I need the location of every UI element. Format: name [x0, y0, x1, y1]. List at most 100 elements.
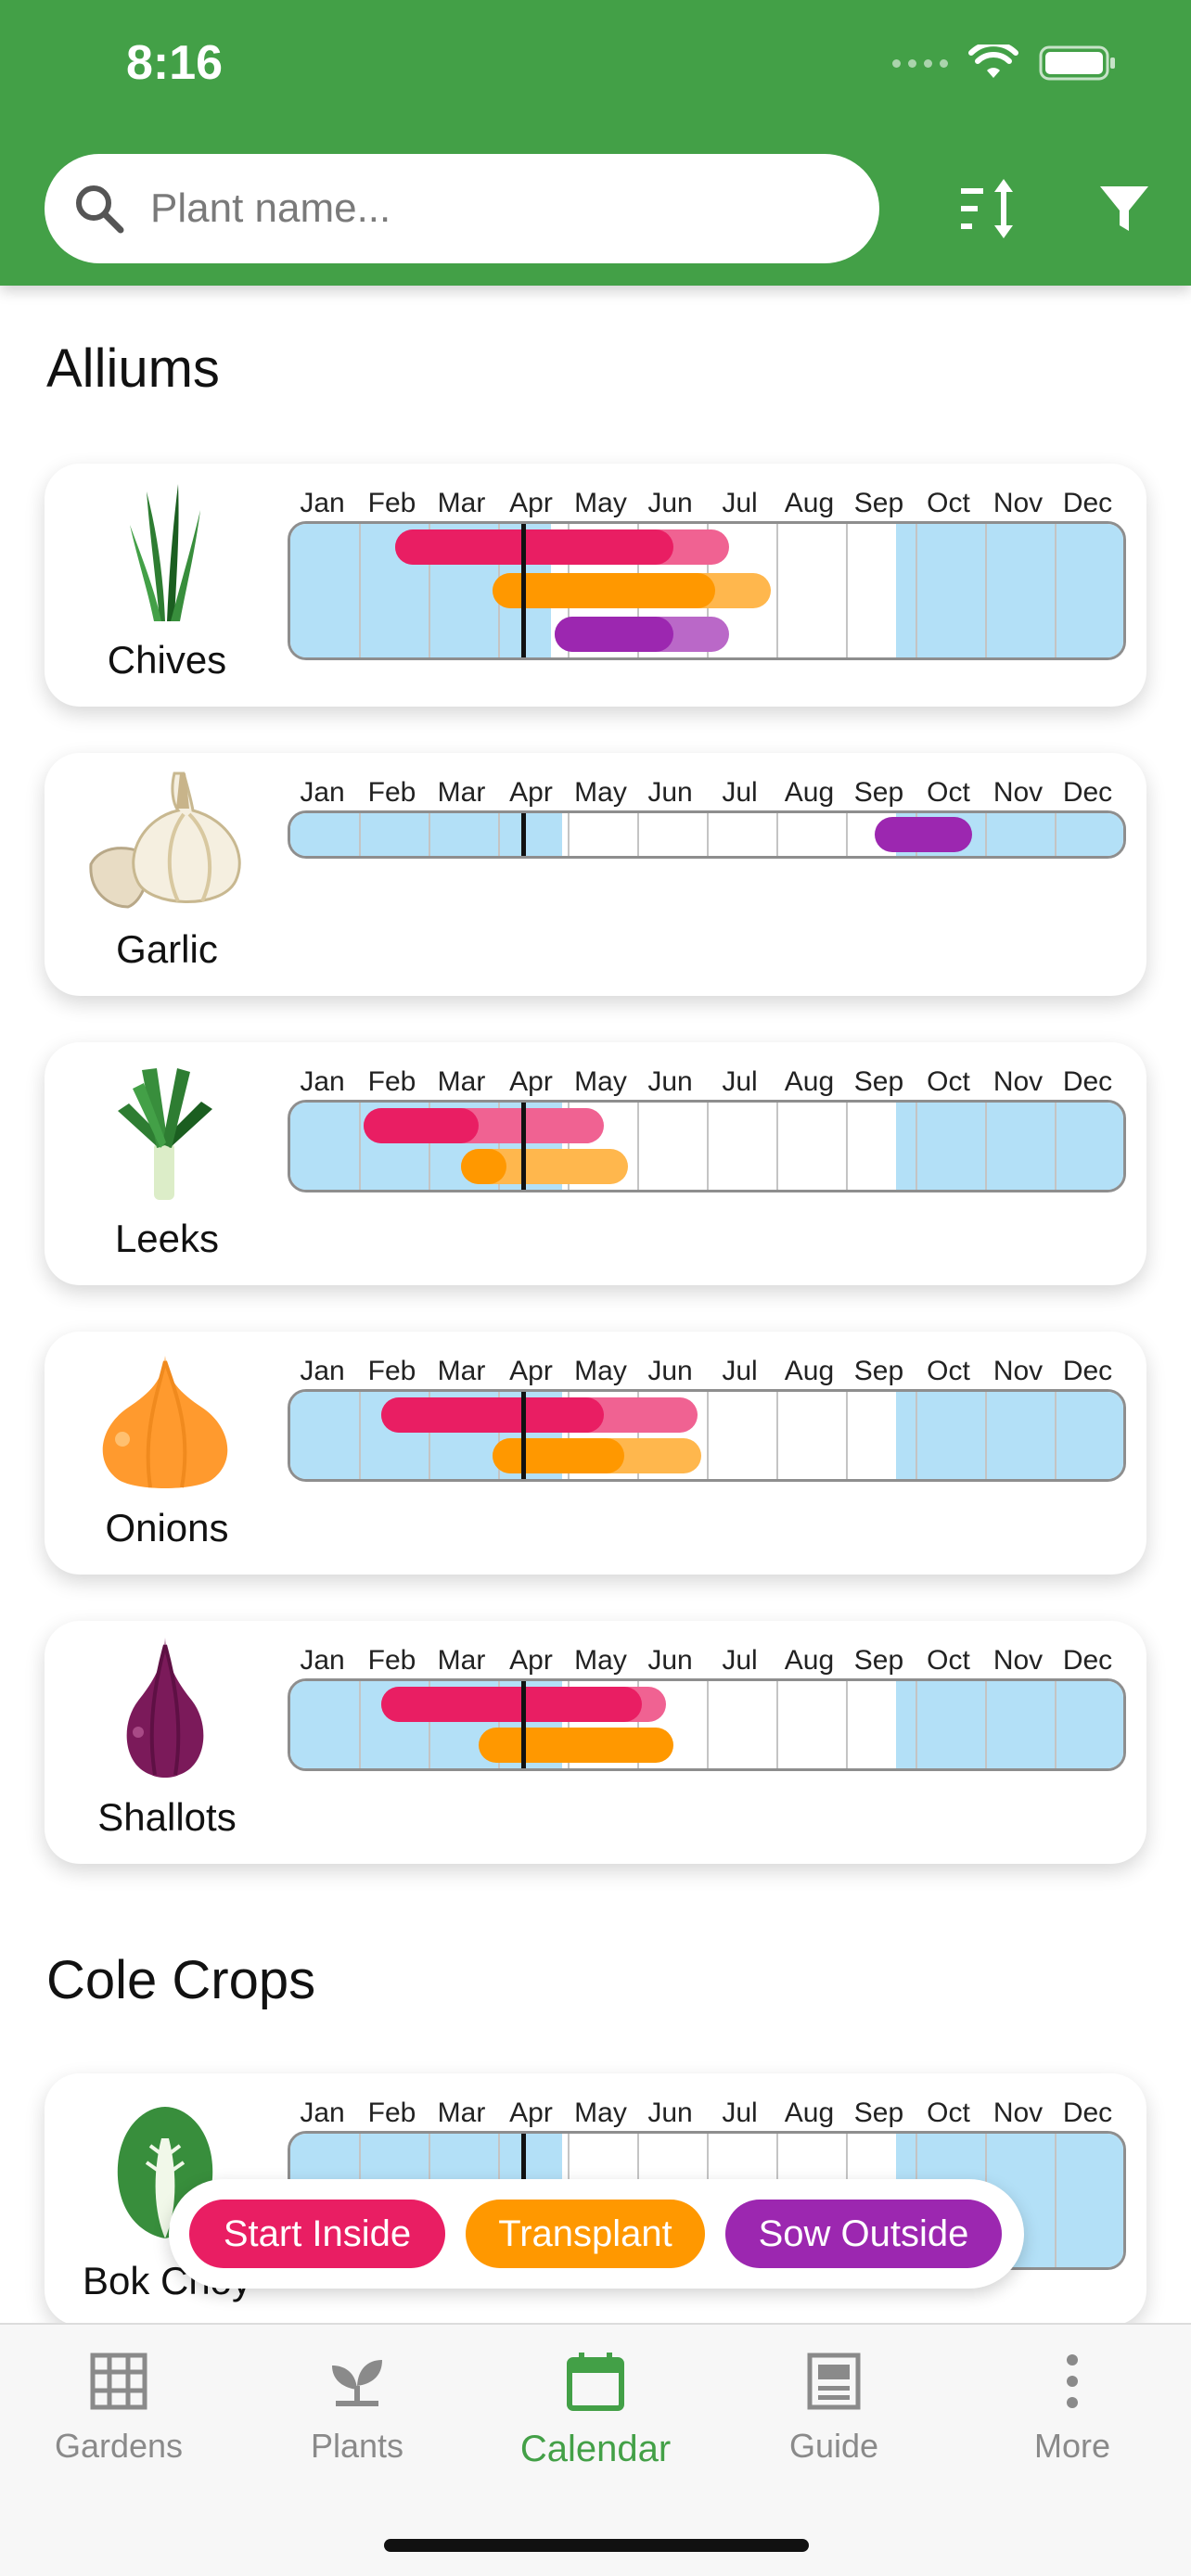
month-label: Jul [722, 777, 758, 808]
bar-start-inside [380, 1397, 604, 1433]
month-gridline [776, 1103, 778, 1190]
month-label: Sep [853, 2098, 904, 2128]
month-gridline [359, 1681, 361, 1768]
month-label: Feb [367, 1356, 416, 1386]
calendar-track[interactable] [288, 521, 1126, 660]
bar-start-inside [363, 1108, 479, 1143]
leeks-icon [82, 1063, 249, 1202]
shallot-icon [82, 1636, 249, 1780]
plant-card-shallots[interactable]: Shallots Jan Feb Mar Apr May Jun Jul Aug Sep Oct N… [45, 1621, 1146, 1864]
month-label: Feb [367, 777, 416, 808]
nav-gardens[interactable]: Gardens [0, 2353, 237, 2466]
month-label: Nov [992, 1066, 1044, 1097]
today-marker [521, 524, 527, 657]
month-label: Dec [1062, 1356, 1113, 1386]
status-icons [892, 45, 1117, 82]
calendar-list[interactable]: Alliums Chives Jan Feb Mar Apr May Jun Jul Aug S… [0, 286, 1191, 2323]
nav-label: Guide [788, 2427, 879, 2465]
onion-icon [82, 1352, 249, 1491]
month-label: Sep [853, 488, 904, 518]
calendar-icon [567, 2353, 624, 2411]
nav-label: More [1033, 2427, 1111, 2465]
month-gridline [568, 813, 570, 856]
legend-sow-outside[interactable]: Sow Outside [725, 2200, 1002, 2268]
month-header: Jan Feb Mar Apr May Jun Jul Aug Sep Oct Nov Dec [288, 777, 1122, 809]
bottom-nav: Gardens Plants Calendar Guide [0, 2323, 1191, 2576]
nav-calendar[interactable]: Calendar [477, 2353, 714, 2470]
month-gridline [916, 1103, 917, 1190]
month-label: Oct [927, 1066, 970, 1097]
month-header: Jan Feb Mar Apr May Jun Jul Aug Sep Oct Nov Dec [288, 488, 1122, 519]
month-gridline [846, 813, 848, 856]
month-gridline [707, 1103, 709, 1190]
month-gridline [707, 1392, 709, 1479]
month-label: Dec [1062, 1066, 1113, 1097]
plant-card-leeks[interactable]: Leeks Jan Feb Mar Apr May Jun Jul Aug Sep Oct Nov D… [45, 1042, 1146, 1285]
today-marker [521, 1103, 527, 1190]
grid-icon [90, 2353, 147, 2410]
month-gridline [985, 813, 987, 856]
calendar-track[interactable] [288, 1678, 1126, 1771]
month-label: Apr [509, 1645, 553, 1676]
calendar-track[interactable] [288, 1389, 1126, 1482]
month-gridline [985, 1392, 987, 1479]
signal-icon [892, 58, 948, 68]
chives-icon [82, 484, 249, 623]
month-gridline [637, 1681, 639, 1768]
month-label: Sep [853, 1356, 904, 1386]
month-label: Nov [992, 488, 1044, 518]
month-gridline [776, 813, 778, 856]
month-label: Jun [647, 2098, 693, 2128]
nav-more[interactable]: More [954, 2353, 1191, 2466]
season-shading [895, 1392, 1123, 1479]
month-label: Feb [367, 1066, 416, 1097]
nav-plants[interactable]: Plants [238, 2353, 476, 2466]
month-label: Apr [509, 2098, 553, 2128]
month-label: Oct [927, 488, 970, 518]
month-label: Apr [509, 1356, 553, 1386]
sort-button[interactable] [953, 172, 1027, 246]
season-shading [290, 813, 562, 856]
month-label: Aug [784, 1356, 835, 1386]
today-marker [521, 813, 527, 856]
seedling-icon [332, 2360, 382, 2406]
plant-card-onions[interactable]: Onions Jan Feb Mar Apr May Jun Jul Aug Sep Oct Nov… [45, 1332, 1146, 1575]
search-icon [76, 185, 124, 234]
month-gridline [429, 1103, 430, 1190]
status-time: 8:16 [126, 36, 224, 90]
month-label: May [574, 1645, 627, 1676]
calendar-track[interactable] [288, 1100, 1126, 1192]
month-label: Aug [784, 777, 835, 808]
month-gridline [359, 1392, 361, 1479]
season-shading [895, 1681, 1123, 1768]
filter-icon [1100, 186, 1148, 231]
nav-guide[interactable]: Guide [715, 2353, 953, 2466]
plant-card-garlic[interactable]: Garlic Jan Feb Mar Apr May Jun Jul Aug Sep Oct Nov… [45, 753, 1146, 996]
filter-button[interactable] [1087, 172, 1161, 246]
month-gridline [916, 1681, 917, 1768]
month-gridline [846, 1392, 848, 1479]
month-gridline [846, 1681, 848, 1768]
month-gridline [1055, 1392, 1057, 1479]
month-gridline [1055, 813, 1057, 856]
legend-start-inside[interactable]: Start Inside [189, 2200, 445, 2268]
section-title: Cole Crops [46, 1950, 316, 2010]
plant-card-chives[interactable]: Chives Jan Feb Mar Apr May Jun Jul Aug Sep Oct Nov… [45, 464, 1146, 707]
legend: Start Inside Transplant Sow Outside [169, 2179, 1024, 2289]
month-label: Mar [437, 2098, 486, 2128]
search-input[interactable] [150, 185, 855, 232]
more-vertical-icon [1067, 2354, 1078, 2408]
legend-transplant[interactable]: Transplant [466, 2200, 705, 2268]
month-label: Nov [992, 1645, 1044, 1676]
nav-label: Calendar [519, 2429, 672, 2469]
month-gridline [776, 1392, 778, 1479]
month-gridline [916, 1392, 917, 1479]
month-label: Jul [722, 2098, 758, 2128]
month-gridline [568, 1103, 570, 1190]
month-label: Aug [784, 1645, 835, 1676]
calendar-track[interactable] [288, 810, 1126, 859]
month-label: Apr [509, 1066, 553, 1097]
search-bar[interactable] [45, 154, 879, 263]
month-header: Jan Feb Mar Apr May Jun Jul Aug Sep Oct Nov Dec [288, 1645, 1122, 1677]
month-label: Jan [300, 1066, 345, 1097]
